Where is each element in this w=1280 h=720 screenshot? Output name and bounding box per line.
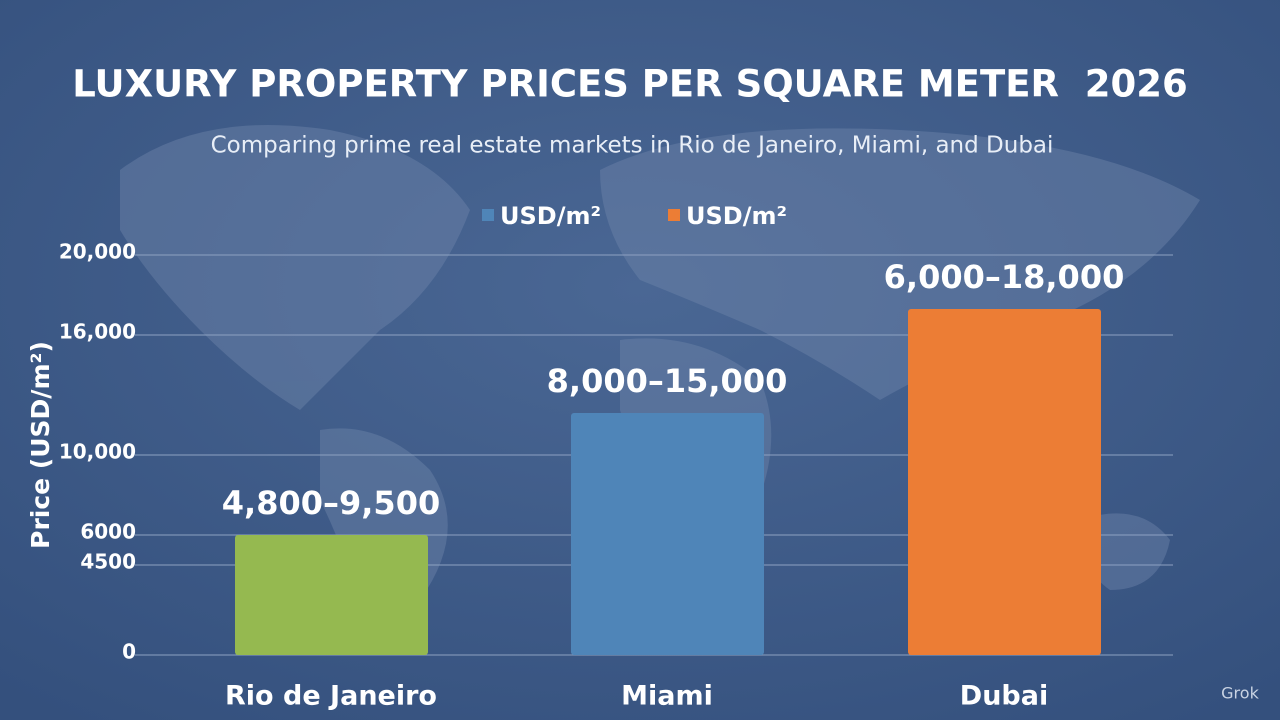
range-label: 6,000–18,000 [884,258,1125,296]
bar [908,309,1101,655]
legend-label: USD/m² [500,202,601,230]
y-tick-label: 16,000 [59,320,136,344]
chart-subtitle: Comparing prime real estate markets in R… [211,133,1054,159]
watermark: Grok [1221,684,1259,703]
y-tick-label: 0 [122,640,136,664]
chart-title: LUXURY PROPERTY PRICES PER SQUARE METER … [72,63,1187,106]
x-tick-label: Miami [621,681,713,712]
x-tick-label: Rio de Janeiro [225,681,437,712]
y-tick-label: 6000 [80,520,136,544]
bar [571,413,764,655]
bar [235,535,428,655]
legend-swatch [482,209,494,221]
legend-swatch [668,209,680,221]
y-tick-label: 20,000 [59,240,136,264]
x-tick-label: Dubai [960,681,1048,712]
legend-label: USD/m² [686,202,787,230]
y-tick-label: 10,000 [59,440,136,464]
y-axis-label: Price (USD/m²) [26,341,55,549]
range-label: 8,000–15,000 [547,362,788,400]
range-label: 4,800–9,500 [222,484,440,522]
y-tick-label: 4500 [80,550,136,574]
